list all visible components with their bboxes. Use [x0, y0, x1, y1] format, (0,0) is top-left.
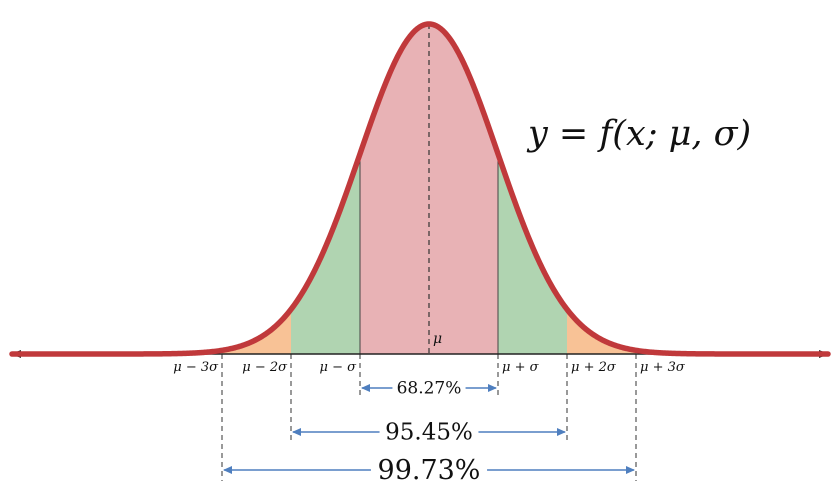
band-3sigma-left [222, 309, 291, 354]
bell-curve [9, 21, 831, 357]
mean-label: μ [433, 331, 442, 347]
formula-label: y = f(x; μ, σ) [526, 114, 751, 154]
tick-label-minus2sigma: μ − 2σ [242, 360, 288, 375]
interval-percent-1sigma: 68.27% [397, 379, 462, 399]
interval-label-bg-1sigma [392, 375, 466, 394]
interval-percent-2sigma: 95.45% [385, 420, 473, 446]
tick-label-plus3sigma: μ + 3σ [640, 360, 686, 375]
interval-label-bg-2sigma [379, 414, 479, 441]
tick-label-plus1sigma: μ + σ [502, 360, 540, 375]
tick-label-plus2sigma: μ + 2σ [571, 360, 617, 375]
interval-percent-3sigma: 99.73% [378, 455, 481, 486]
tick-label-minus1sigma: μ − σ [320, 360, 358, 375]
tick-label-minus3sigma: μ − 3σ [173, 360, 219, 375]
interval-label-bg-3sigma [370, 449, 488, 480]
band-3sigma-right [567, 309, 636, 354]
